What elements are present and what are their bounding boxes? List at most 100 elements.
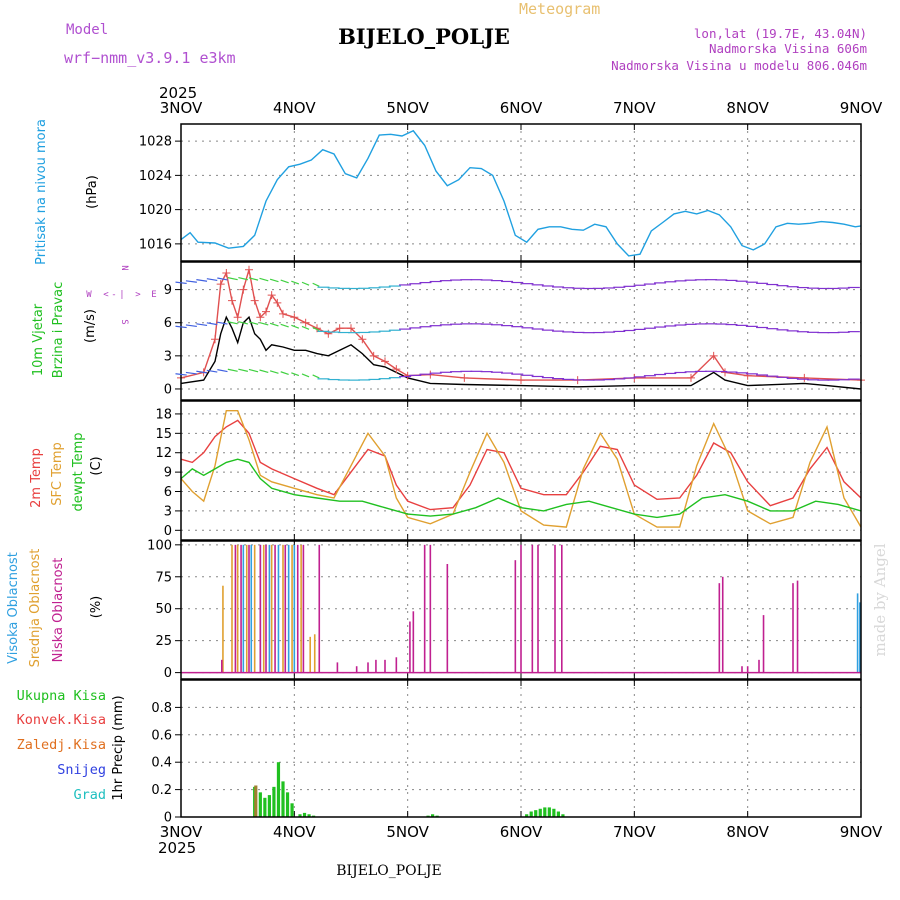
- model-name: wrf−nmm_v3.9.1 e3km: [64, 49, 236, 67]
- precip-frame: [180, 679, 862, 818]
- wind-arrow: [238, 276, 249, 281]
- cloud-bar: [300, 544, 302, 673]
- wind-arrow: [259, 369, 269, 374]
- cloud-bar: [762, 615, 765, 673]
- cloud-ytick-label: 50: [155, 602, 172, 617]
- wind-ylabel: (m/s): [83, 309, 98, 343]
- cloud-ylabel: (%): [89, 596, 104, 619]
- watermark: made by Angel: [871, 543, 889, 656]
- cloud-ytick-label: 0: [164, 666, 172, 681]
- xtick-label-top: 8NOV: [726, 99, 769, 117]
- temp-ylabel: (C): [89, 456, 104, 475]
- cloud-bar: [268, 544, 271, 673]
- cloud-bar: [561, 544, 563, 673]
- wind-arrow: [206, 278, 218, 282]
- wind-ytick-label: 6: [164, 316, 172, 331]
- cloud-bar: [375, 659, 377, 673]
- precip-ylabel: 1hr Precip (mm): [111, 695, 126, 800]
- precip-legend-total: Ukupna Kisa: [17, 688, 106, 704]
- wind-ytick-label: 3: [164, 349, 172, 364]
- wind-gust-marker: [273, 298, 282, 307]
- cloud-bar: [537, 544, 539, 673]
- wind-arrow: [185, 280, 197, 283]
- precip-legend-snow: Snijeg: [57, 762, 106, 778]
- wind-arrow: [196, 279, 208, 282]
- wind-arrow: [291, 280, 300, 285]
- cloud-bar: [409, 621, 411, 673]
- precip-legend-conv: Konvek.Kisa: [17, 712, 106, 728]
- precip-bar: [307, 814, 311, 817]
- cloud-bar: [262, 544, 265, 673]
- wind-gust-marker: [267, 291, 276, 300]
- cloud-title-low: Niska Oblacnost: [51, 558, 66, 663]
- temp-title-2m: 2m Temp: [29, 448, 44, 508]
- footer-station: BIJELO_POLJE: [336, 863, 441, 879]
- wind-arrow: [217, 369, 228, 373]
- wind-gust-marker: [239, 285, 248, 294]
- wind-arrow: [206, 322, 218, 326]
- precip-bar: [290, 803, 294, 817]
- wind-arrow: [196, 323, 208, 327]
- cloud-bar: [514, 560, 517, 673]
- wind-arrow: [291, 372, 300, 377]
- precip-bar: [556, 811, 560, 817]
- xtick-label-bottom: 3NOV: [160, 823, 203, 841]
- wind-gust-marker: [233, 313, 242, 322]
- pressure-ylabel: (hPa): [85, 175, 100, 209]
- cloud-panel: 0 25 50 75 100: [147, 538, 862, 681]
- wind-gust-marker: [460, 373, 469, 382]
- cloud-bar: [792, 583, 794, 673]
- wind-arrow: [175, 373, 187, 376]
- precip-bar: [258, 792, 262, 817]
- pressure-frame: [180, 123, 862, 262]
- cloud-bar: [746, 666, 749, 673]
- wind-gust-marker: [335, 324, 344, 333]
- wind-gust-marker: [687, 373, 695, 382]
- cloud-bar: [336, 662, 339, 673]
- cloud-bar: [367, 662, 369, 673]
- wind-arrows: [175, 276, 860, 381]
- cloud-bar: [277, 544, 280, 673]
- cloud-bar: [446, 564, 449, 673]
- wind-direction-legend: N W E S < - | >: [86, 265, 156, 324]
- cloud-bar: [236, 544, 239, 673]
- cloud-bar: [423, 544, 426, 673]
- wind-arrow: [269, 370, 279, 374]
- wind-frame: [180, 261, 862, 401]
- precip-ytick-label: 0.6: [151, 728, 172, 743]
- cloud-bar: [265, 544, 267, 673]
- precip-ytick-label: 0.2: [151, 783, 172, 798]
- precip-bar: [298, 814, 302, 817]
- model-label: Model: [66, 22, 108, 38]
- meteogram-label: Meteogram: [519, 0, 600, 18]
- wind-arrow: [280, 371, 289, 376]
- wind-dir-n: N: [119, 265, 129, 270]
- model-altitude-info: Nadmorska Visina u modelu 806.046m: [611, 58, 867, 73]
- temp-title-dewpt: dewpt Temp: [71, 432, 86, 511]
- cloud-ytick-label: 100: [147, 538, 172, 553]
- wind-gust-marker: [222, 269, 231, 278]
- precip-ytick-label: 0.4: [151, 756, 172, 771]
- wind-arrow: [301, 325, 310, 330]
- wind-arrow: [280, 323, 289, 328]
- cloud-bar: [291, 544, 293, 673]
- pressure-ytick-label: 1024: [139, 169, 172, 184]
- cloud-bar: [296, 544, 299, 673]
- wind-arrow: [312, 326, 320, 331]
- wind-arrow: [217, 277, 228, 281]
- wind-arrow: [248, 368, 259, 373]
- wind-gust-marker: [392, 365, 401, 374]
- xtick-label-bottom: 4NOV: [273, 823, 316, 841]
- wind-arrow: [238, 368, 249, 372]
- cloud-bar: [554, 544, 556, 673]
- precip-bar: [525, 814, 529, 817]
- wind-dir-dash: -: [111, 290, 116, 300]
- wind-arrow: [238, 321, 249, 325]
- xtick-label-bottom: 8NOV: [726, 823, 769, 841]
- cloud-ytick-label: 75: [155, 570, 172, 585]
- cloud-title-high: Visoka Oblacnost: [6, 552, 21, 664]
- wind-gust-marker: [517, 376, 525, 385]
- lonlat-info: lon,lat (19.7E, 43.04N): [694, 26, 867, 41]
- cloud-bar: [234, 544, 237, 673]
